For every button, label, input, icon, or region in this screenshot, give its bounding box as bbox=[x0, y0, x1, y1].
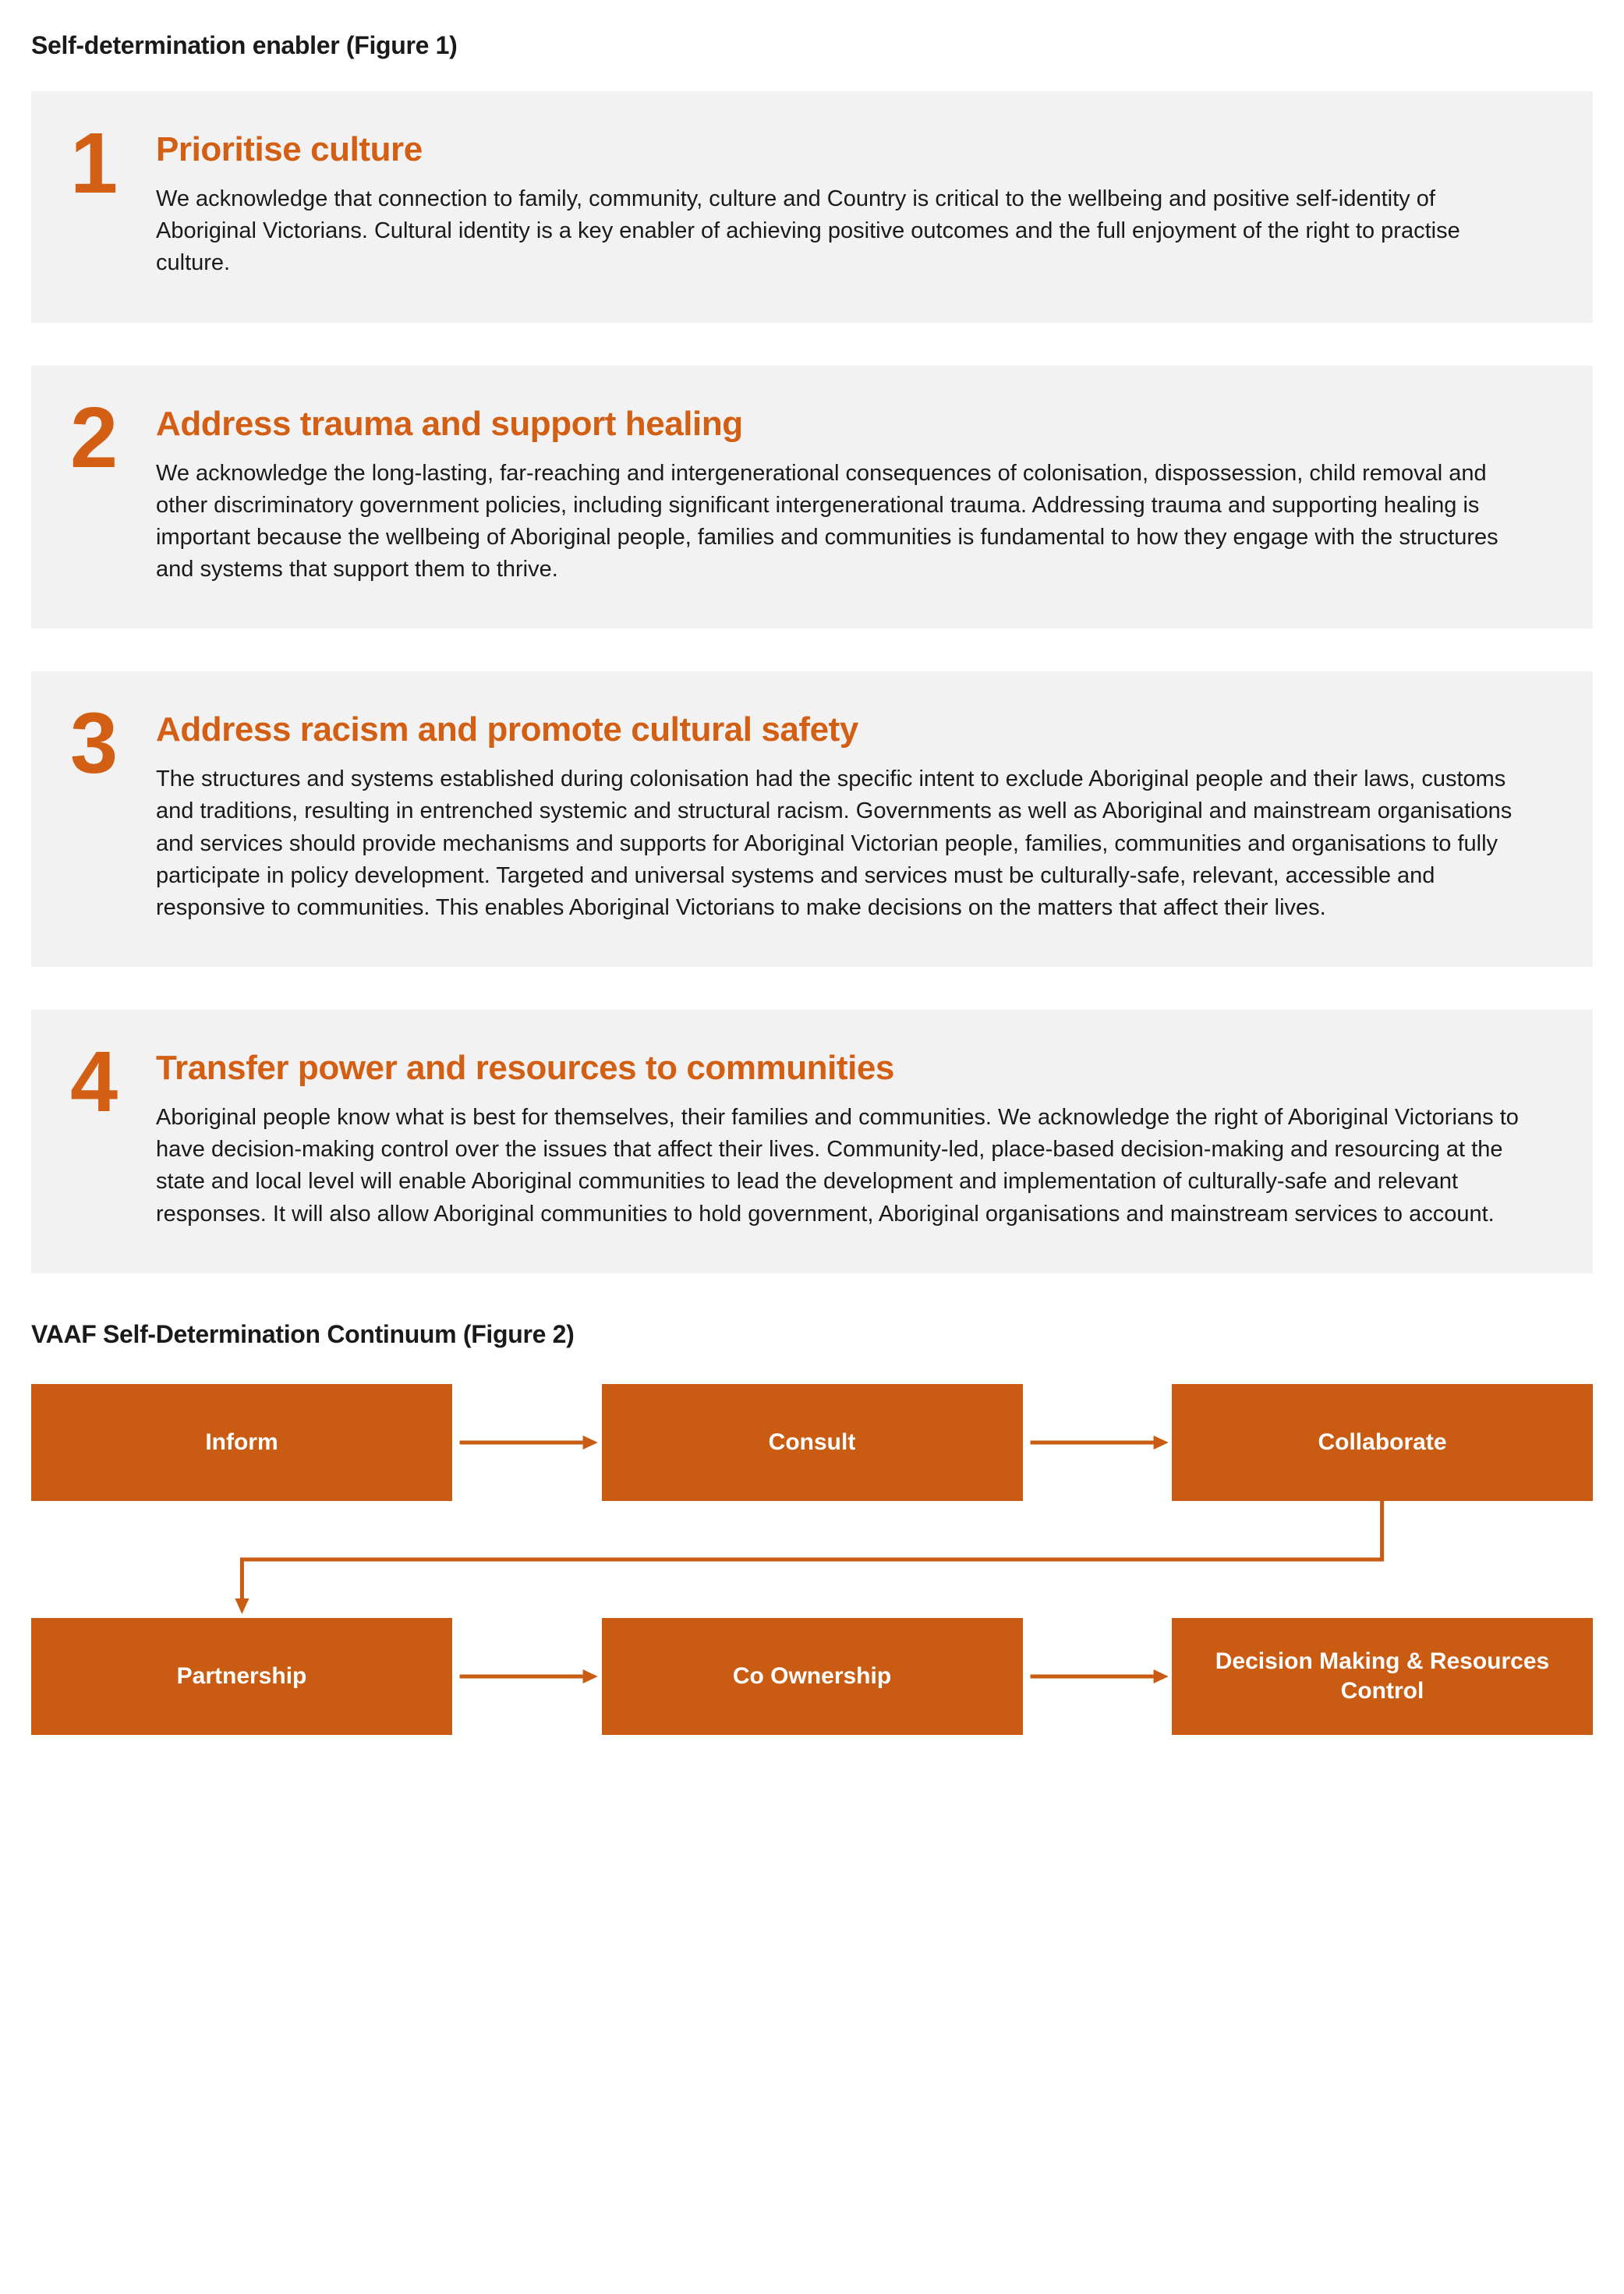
stage-co-ownership: Co Ownership bbox=[602, 1618, 1023, 1735]
card-body: Address trauma and support healing We ac… bbox=[156, 405, 1538, 586]
card-number: 4 bbox=[70, 1046, 125, 1119]
enabler-card-2: 2 Address trauma and support healing We … bbox=[31, 366, 1593, 629]
card-body: Address racism and promote cultural safe… bbox=[156, 710, 1538, 924]
card-title: Address trauma and support healing bbox=[156, 405, 1538, 444]
card-title: Address racism and promote cultural safe… bbox=[156, 710, 1538, 749]
card-text: The structures and systems established d… bbox=[156, 763, 1538, 924]
arrow-right-icon bbox=[1023, 1618, 1173, 1735]
continuum-row-2: Partnership Co Ownership Decision Making… bbox=[31, 1618, 1593, 1735]
enabler-card-4: 4 Transfer power and resources to commun… bbox=[31, 1010, 1593, 1273]
arrow-right-icon bbox=[1023, 1384, 1173, 1501]
card-number: 3 bbox=[70, 707, 125, 781]
wrap-arrow-icon bbox=[31, 1501, 1593, 1618]
enabler-card-3: 3 Address racism and promote cultural sa… bbox=[31, 671, 1593, 967]
stage-consult: Consult bbox=[602, 1384, 1023, 1501]
figure2-title: VAAF Self-Determination Continuum (Figur… bbox=[31, 1320, 1593, 1349]
card-title: Transfer power and resources to communit… bbox=[156, 1049, 1538, 1088]
stage-partnership: Partnership bbox=[31, 1618, 452, 1735]
card-body: Prioritise culture We acknowledge that c… bbox=[156, 130, 1538, 280]
stage-decision-making: Decision Making & Resources Control bbox=[1172, 1618, 1593, 1735]
stage-collaborate: Collaborate bbox=[1172, 1384, 1593, 1501]
continuum-diagram: Inform Consult Collaborate Partnership bbox=[31, 1384, 1593, 1735]
figure1-title: Self-determination enabler (Figure 1) bbox=[31, 31, 1593, 60]
card-text: We acknowledge that connection to family… bbox=[156, 183, 1538, 280]
card-text: We acknowledge the long-lasting, far-rea… bbox=[156, 458, 1538, 586]
stage-inform: Inform bbox=[31, 1384, 452, 1501]
card-text: Aboriginal people know what is best for … bbox=[156, 1102, 1538, 1230]
arrow-right-icon bbox=[452, 1618, 602, 1735]
card-title: Prioritise culture bbox=[156, 130, 1538, 169]
arrow-right-icon bbox=[452, 1384, 602, 1501]
continuum-row-1: Inform Consult Collaborate bbox=[31, 1384, 1593, 1501]
enabler-card-1: 1 Prioritise culture We acknowledge that… bbox=[31, 91, 1593, 323]
card-number: 1 bbox=[70, 127, 125, 200]
card-body: Transfer power and resources to communit… bbox=[156, 1049, 1538, 1230]
card-number: 2 bbox=[70, 402, 125, 475]
